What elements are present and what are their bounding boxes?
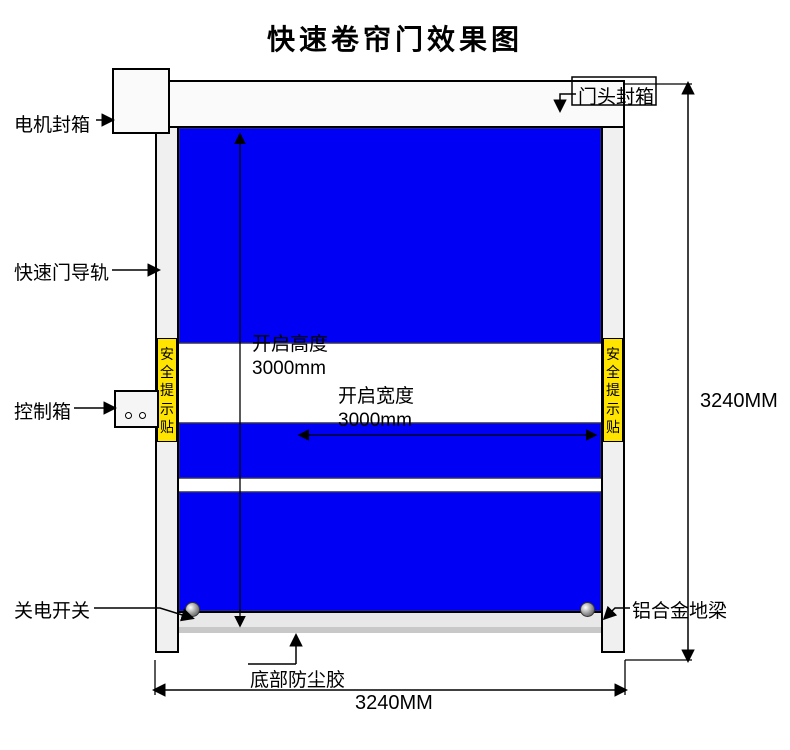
- curtain-area: [179, 128, 601, 633]
- dust-seal: [179, 627, 601, 633]
- label-dust-seal: 底部防尘胶: [250, 665, 345, 692]
- control-button-2: [139, 412, 146, 419]
- dim-open-height-label: 开启高度: [252, 334, 328, 355]
- safety-sticker-left: 安全提示贴: [157, 338, 177, 442]
- curtain-panel-bottom: [179, 492, 601, 611]
- photoeye-right: [580, 602, 595, 617]
- vision-strip-lower: [179, 478, 601, 492]
- dim-overall-height: 3240MM: [700, 390, 778, 413]
- dim-open-width: 开启宽度 3000mm: [338, 385, 414, 433]
- dim-open-width-label: 开启宽度: [338, 386, 414, 407]
- control-box: [114, 390, 159, 428]
- dim-overall-width: 3240MM: [355, 692, 433, 715]
- dim-open-width-value: 3000mm: [338, 410, 412, 431]
- header-box: [155, 80, 625, 128]
- floor-beam: [179, 611, 601, 627]
- label-control-box: 控制箱: [14, 397, 71, 424]
- label-floor-beam: 铝合金地梁: [632, 596, 727, 623]
- control-button-1: [125, 412, 132, 419]
- label-header-box: 门头封箱: [578, 82, 654, 109]
- door-assembly: 安全提示贴 安全提示贴: [155, 80, 625, 660]
- label-photoeye: 关电开关: [14, 596, 90, 623]
- safety-sticker-right: 安全提示贴: [603, 338, 623, 442]
- diagram-title: 快速卷帘门效果图: [0, 18, 790, 58]
- label-guide-rail: 快速门导轨: [14, 258, 109, 285]
- curtain-panel-top: [179, 128, 601, 343]
- photoeye-left: [185, 602, 200, 617]
- label-motor-box: 电机封箱: [14, 110, 90, 137]
- dim-open-height: 开启高度 3000mm: [252, 333, 328, 381]
- motor-box: [112, 68, 170, 134]
- dim-open-height-value: 3000mm: [252, 358, 326, 379]
